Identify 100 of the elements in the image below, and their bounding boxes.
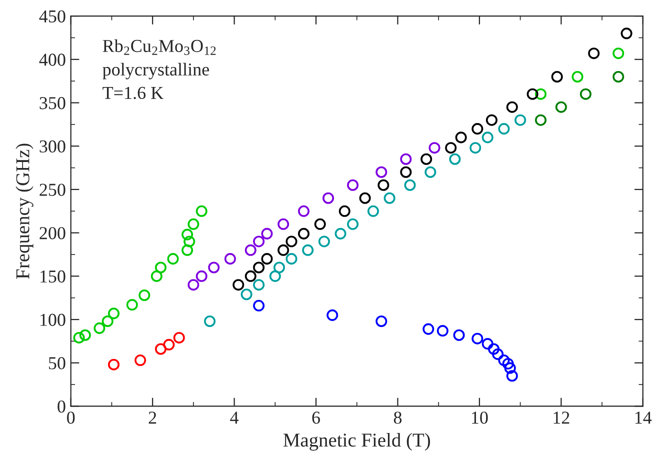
point xyxy=(298,228,310,240)
point xyxy=(506,370,518,382)
point xyxy=(154,262,167,274)
point xyxy=(188,218,200,230)
y-tick-label: 50 xyxy=(48,357,66,370)
point xyxy=(534,114,546,126)
point xyxy=(232,279,244,291)
point xyxy=(453,329,465,341)
y-tick-label: 400 xyxy=(39,54,66,66)
point xyxy=(449,153,461,165)
point xyxy=(79,329,91,341)
point xyxy=(278,218,290,230)
point xyxy=(167,253,179,265)
point xyxy=(244,270,256,282)
x-tick-label: 14 xyxy=(635,412,652,424)
y-tick-label: 100 xyxy=(40,314,66,326)
point xyxy=(498,354,510,366)
x-tick-label: 2 xyxy=(148,412,156,424)
point xyxy=(150,270,162,282)
x-tick-label: 8 xyxy=(394,412,402,424)
point xyxy=(163,338,175,350)
point xyxy=(400,166,412,178)
point xyxy=(367,205,379,217)
point xyxy=(196,205,208,217)
x-tick-label: 4 xyxy=(230,412,239,424)
y-tick-label: 350 xyxy=(40,97,66,110)
point xyxy=(326,309,338,321)
point xyxy=(314,218,326,230)
point xyxy=(286,236,298,248)
point xyxy=(492,348,504,360)
point xyxy=(347,218,359,230)
point xyxy=(253,300,265,312)
point xyxy=(322,192,334,204)
point xyxy=(504,362,516,374)
annotation: T=1.6 K xyxy=(102,86,164,100)
point xyxy=(472,123,484,135)
y-tick-label: 250 xyxy=(40,184,66,196)
x-tick-label: 10 xyxy=(472,412,488,424)
point xyxy=(154,343,167,355)
point xyxy=(94,322,106,334)
point xyxy=(612,70,624,83)
point xyxy=(376,315,388,328)
point xyxy=(482,132,494,144)
y-axis-title: Frequency (GHz) xyxy=(16,144,34,279)
point xyxy=(384,192,396,204)
point xyxy=(302,244,314,256)
point xyxy=(134,354,146,366)
point xyxy=(445,142,457,154)
point xyxy=(424,166,436,178)
point xyxy=(184,236,196,248)
annotation: Rb$_{2}$Cu$_{2}$Mo$_{3}$O$_{12}$ xyxy=(102,39,216,55)
point xyxy=(102,315,114,328)
point xyxy=(420,153,432,165)
point xyxy=(138,289,150,302)
point xyxy=(428,142,440,154)
point xyxy=(534,88,546,100)
y-tick-label: 0 xyxy=(58,400,66,413)
point xyxy=(422,323,434,335)
point xyxy=(224,253,236,265)
point xyxy=(488,343,500,355)
point xyxy=(404,179,416,191)
annotation: polycrystalline xyxy=(102,62,209,80)
point xyxy=(188,279,200,291)
point xyxy=(286,253,298,265)
point xyxy=(378,179,390,191)
point xyxy=(338,205,350,217)
point xyxy=(318,236,330,248)
point xyxy=(253,236,265,248)
point xyxy=(572,70,584,83)
point xyxy=(506,101,518,113)
point xyxy=(240,288,252,300)
point xyxy=(173,332,185,344)
point xyxy=(376,166,388,178)
point xyxy=(273,262,285,274)
point xyxy=(498,123,510,135)
y-tick-label: 150 xyxy=(40,270,66,283)
x-axis-title: Magnetic Field (T) xyxy=(283,433,430,451)
point xyxy=(73,332,85,344)
point xyxy=(588,48,600,60)
point xyxy=(470,142,482,154)
point xyxy=(108,358,120,370)
point xyxy=(334,228,346,240)
point xyxy=(126,299,138,311)
point xyxy=(253,262,265,274)
point xyxy=(514,114,526,126)
point xyxy=(455,132,467,144)
point xyxy=(472,332,484,344)
y-tick-label: 450 xyxy=(39,10,66,23)
point xyxy=(261,228,273,240)
point xyxy=(204,315,216,328)
point xyxy=(620,28,632,40)
y-tick-label: 300 xyxy=(40,140,66,153)
x-tick-label: 0 xyxy=(67,412,75,424)
point xyxy=(526,88,538,100)
point xyxy=(244,244,256,256)
point xyxy=(551,70,563,83)
point xyxy=(347,179,359,191)
point xyxy=(261,253,273,265)
point xyxy=(253,279,265,291)
point xyxy=(182,244,194,256)
